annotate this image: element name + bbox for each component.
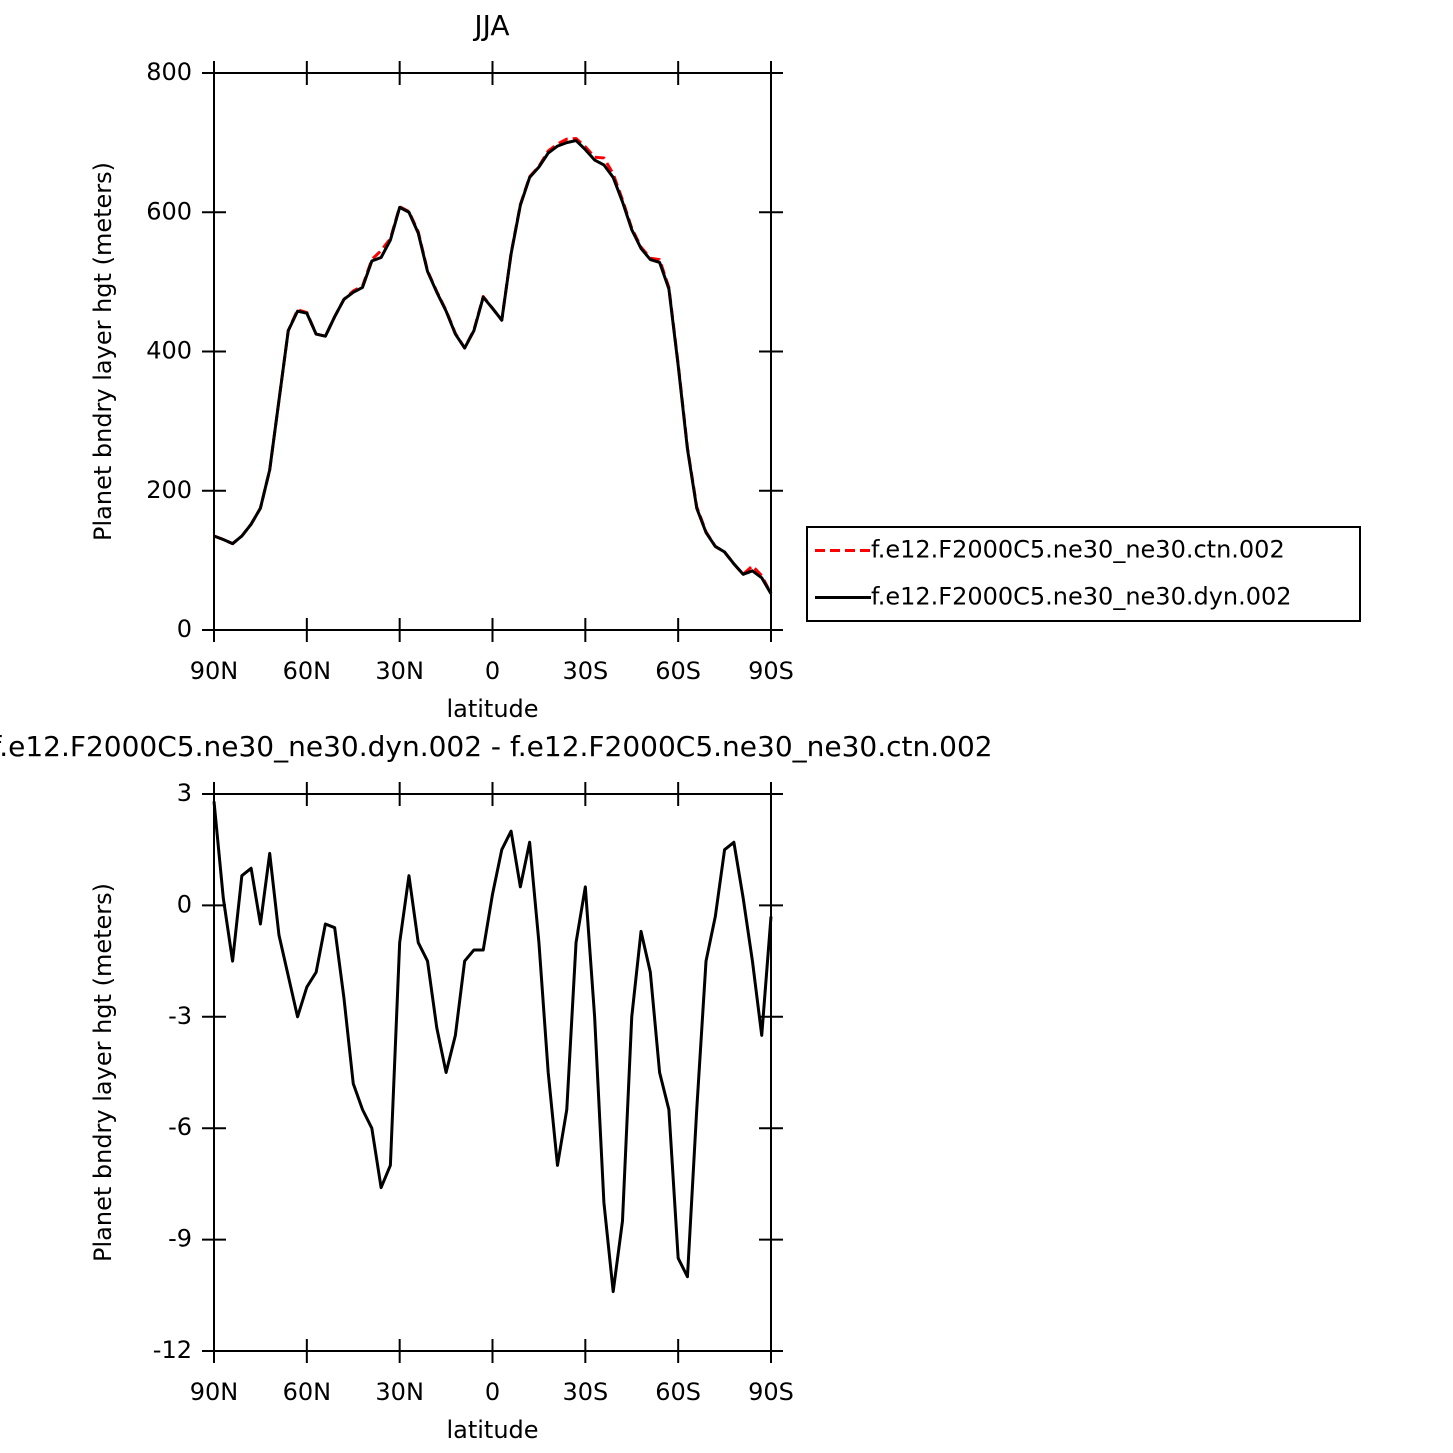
x-tick-label: 0 [485, 1378, 500, 1406]
legend-label: f.e12.F2000C5.ne30_ne30.ctn.002 [871, 536, 1285, 564]
x-tick-label: 90S [748, 1378, 794, 1406]
x-axis-label: latitude [446, 695, 538, 723]
legend-label: f.e12.F2000C5.ne30_ne30.dyn.002 [871, 583, 1292, 611]
y-axis-label: Planet bndry layer hgt (meters) [89, 162, 117, 541]
series-line [212, 801, 773, 1294]
x-tick-label: 60S [655, 1378, 701, 1406]
x-tick-label: 90S [748, 657, 794, 685]
x-axis-label: latitude [446, 1416, 538, 1444]
x-tick-label: 60N [283, 657, 332, 685]
plot-frame [213, 72, 772, 631]
x-tick-label: 90N [190, 657, 239, 685]
y-tick-label: 200 [146, 476, 192, 504]
y-tick-label: 3 [177, 779, 192, 807]
chart-title: f.e12.F2000C5.ne30_ne30.dyn.002 - f.e12.… [0, 730, 993, 763]
series-line [213, 136, 773, 595]
y-tick-label: -12 [153, 1336, 192, 1364]
series-line [213, 139, 773, 595]
x-tick-label: 30S [562, 1378, 608, 1406]
y-tick-label: 400 [146, 337, 192, 365]
x-tick-label: 0 [485, 657, 500, 685]
y-axis-label: Planet bndry layer hgt (meters) [89, 883, 117, 1262]
x-tick-label: 60N [283, 1378, 332, 1406]
x-tick-label: 30S [562, 657, 608, 685]
y-tick-label: -6 [168, 1113, 192, 1141]
x-tick-label: 90N [190, 1378, 239, 1406]
y-tick-label: -3 [168, 1002, 192, 1030]
legend-box [806, 526, 1361, 622]
x-tick-label: 30N [375, 1378, 424, 1406]
x-tick-label: 30N [375, 657, 424, 685]
y-tick-label: 800 [146, 58, 192, 86]
y-tick-label: 0 [177, 615, 192, 643]
x-tick-label: 60S [655, 657, 701, 685]
y-tick-label: -9 [168, 1225, 192, 1253]
chart-title: JJA [472, 9, 509, 42]
y-tick-label: 600 [146, 197, 192, 225]
y-tick-label: 0 [177, 890, 192, 918]
